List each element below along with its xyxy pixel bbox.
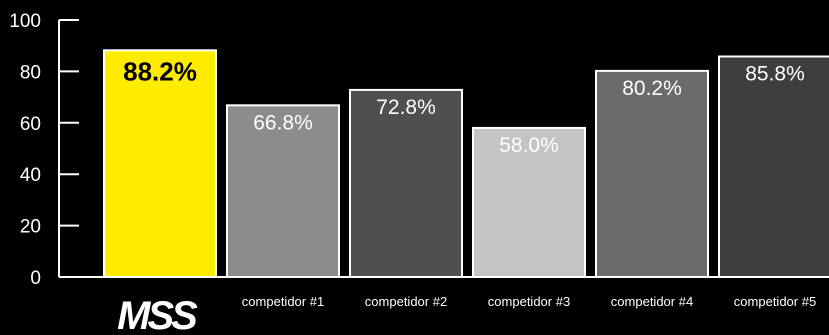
value-label: 80.2% xyxy=(622,77,682,100)
y-tick-label: 100 xyxy=(9,11,41,32)
category-label: competidor #2 xyxy=(365,294,447,309)
category-label: competidor #5 xyxy=(734,294,816,309)
value-label: 72.8% xyxy=(376,96,436,119)
y-tick-label: 20 xyxy=(20,217,41,238)
value-label: 88.2% xyxy=(123,56,197,86)
category-label: competidor #1 xyxy=(242,294,324,309)
bar-competidor-4 xyxy=(595,69,709,278)
bar-competidor-1 xyxy=(226,104,340,278)
y-tick-label: 40 xyxy=(20,165,41,186)
category-labels: MSS competidor #1 competidor #2 competidor … xyxy=(117,294,816,335)
y-tick-label: 80 xyxy=(20,62,41,83)
y-tick-label: 60 xyxy=(20,114,41,135)
value-label: 58.0% xyxy=(499,134,559,157)
bar-competidor-3 xyxy=(472,126,586,278)
category-label: competidor #3 xyxy=(488,294,570,309)
bar-competidor-5 xyxy=(718,55,829,278)
bar-competidor-2 xyxy=(349,88,463,278)
value-label: 66.8% xyxy=(253,111,313,134)
category-label: competidor #4 xyxy=(611,294,693,309)
mss-logo: MSS xyxy=(117,294,198,335)
bar-mss xyxy=(103,49,217,278)
value-label: 85.8% xyxy=(745,62,805,85)
value-labels: 88.2% 66.8% 72.8% 58.0% 80.2% 85.8% xyxy=(123,56,805,157)
bars xyxy=(103,49,829,278)
y-tick-label: 0 xyxy=(30,268,41,289)
